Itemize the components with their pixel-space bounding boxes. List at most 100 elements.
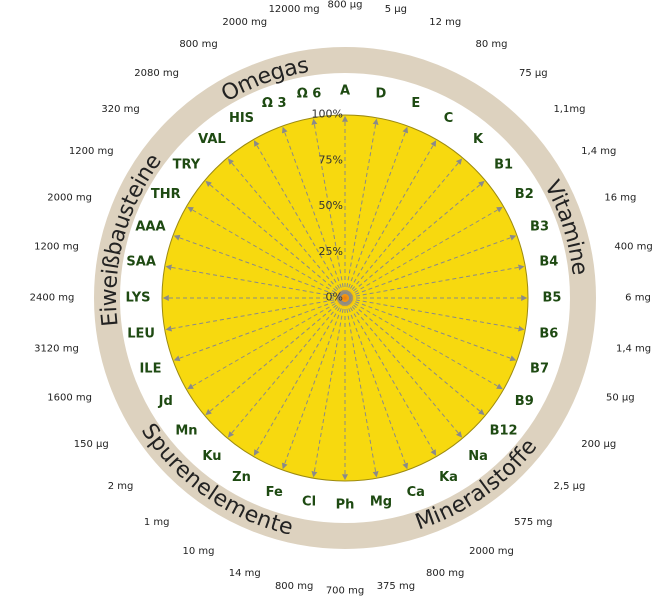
dose-label: 50 µg bbox=[606, 393, 635, 404]
axis-spoke bbox=[348, 298, 517, 362]
axis-spoke bbox=[348, 206, 503, 297]
dose-label: 400 mg bbox=[614, 242, 652, 253]
nutrient-label: HIS bbox=[229, 111, 254, 126]
dose-label: 80 mg bbox=[476, 39, 508, 50]
dose-label: 1200 mg bbox=[34, 242, 79, 253]
level-label: 75% bbox=[319, 153, 343, 166]
axis-spoke bbox=[205, 300, 343, 416]
dose-label: 2000 mg bbox=[47, 192, 92, 203]
axis-spoke bbox=[311, 301, 345, 478]
nutrient-label: B1 bbox=[494, 157, 513, 172]
dose-label: 14 mg bbox=[229, 568, 261, 579]
axis-spoke bbox=[187, 206, 342, 297]
dose-label: 2000 mg bbox=[469, 546, 514, 557]
nutrient-label: ILE bbox=[139, 361, 161, 376]
dose-label: 75 µg bbox=[519, 68, 548, 79]
axis-spoke bbox=[345, 301, 379, 478]
dose-label: 800 mg bbox=[179, 39, 217, 50]
axis-spoke bbox=[187, 299, 342, 390]
dose-label: 2080 mg bbox=[134, 68, 179, 79]
nutrient-label: D bbox=[376, 87, 387, 102]
dose-label: 1200 mg bbox=[69, 146, 114, 157]
dose-label: 6 mg bbox=[625, 293, 651, 304]
dose-label: 12 mg bbox=[429, 17, 461, 28]
level-label: 50% bbox=[319, 199, 343, 212]
dose-label: 150 µg bbox=[74, 439, 109, 450]
nutrient-label: Fe bbox=[266, 485, 283, 500]
dose-label: 575 mg bbox=[514, 517, 552, 528]
center-point bbox=[334, 287, 356, 309]
axis-spoke bbox=[227, 158, 343, 296]
nutrient-label: B12 bbox=[490, 424, 518, 439]
nutrient-label: A bbox=[340, 84, 350, 99]
dose-label: 700 mg bbox=[326, 586, 364, 597]
nutrient-label: Ω 6 bbox=[297, 87, 322, 102]
axis-spoke bbox=[253, 140, 344, 295]
outer-ring bbox=[94, 47, 596, 549]
axis-spoke bbox=[205, 180, 343, 296]
dose-label: 1 mg bbox=[144, 517, 170, 528]
nutrient-label: Ca bbox=[407, 485, 425, 500]
axis-spoke bbox=[345, 301, 409, 470]
nutrient-label: Jd bbox=[158, 394, 173, 409]
dose-label: 2 mg bbox=[108, 481, 134, 492]
nutrient-label: LEU bbox=[127, 326, 155, 341]
level-label: 100% bbox=[312, 108, 343, 121]
nutrient-label: Mn bbox=[175, 424, 197, 439]
nutrient-label: Ka bbox=[439, 470, 458, 485]
axis-spoke bbox=[345, 126, 409, 295]
level-label: 25% bbox=[319, 245, 343, 258]
dose-label: 1,4 mg bbox=[616, 343, 651, 354]
axis-spoke bbox=[345, 118, 379, 295]
nutrient-label: B7 bbox=[530, 361, 549, 376]
axis-spoke bbox=[173, 234, 342, 298]
axis-spoke bbox=[347, 300, 463, 438]
dose-label: 16 mg bbox=[604, 192, 636, 203]
dose-label: 800 mg bbox=[275, 581, 313, 592]
nutrient-label: B9 bbox=[515, 394, 534, 409]
dose-label: 200 µg bbox=[581, 439, 616, 450]
dose-label: 800 µg bbox=[328, 0, 363, 11]
dose-label: 1,4 mg bbox=[581, 146, 616, 157]
nutrient-label: C bbox=[444, 111, 454, 126]
axis-spoke bbox=[173, 298, 342, 362]
axis-spoke bbox=[281, 301, 345, 470]
dose-label: 3120 mg bbox=[34, 343, 79, 354]
nutrient-label: B2 bbox=[515, 187, 534, 202]
dose-label: 1,1mg bbox=[553, 104, 585, 115]
nutrient-label: B3 bbox=[530, 220, 549, 235]
nutrient-label: Mg bbox=[370, 494, 392, 509]
axis-spoke bbox=[348, 298, 525, 332]
nutrient-label: Zn bbox=[232, 470, 251, 485]
axis-spoke bbox=[281, 126, 345, 295]
dose-label: 2400 mg bbox=[30, 293, 75, 304]
dose-label: 1600 mg bbox=[47, 393, 92, 404]
dose-label: 800 mg bbox=[426, 568, 464, 579]
axis-spoke bbox=[165, 264, 342, 298]
axis-spoke bbox=[348, 234, 517, 298]
dose-label: 2000 mg bbox=[222, 17, 267, 28]
axis-spoke bbox=[347, 300, 485, 416]
nutrient-label: THR bbox=[151, 187, 181, 202]
dose-label: 320 mg bbox=[101, 104, 139, 115]
axis-spoke bbox=[346, 301, 437, 456]
axis-spoke bbox=[227, 300, 343, 438]
dose-label: 5 µg bbox=[385, 4, 407, 15]
dose-label: 375 mg bbox=[377, 581, 415, 592]
nutrient-label: B6 bbox=[539, 326, 558, 341]
nutrient-label: Cl bbox=[302, 494, 316, 509]
level-label: 0% bbox=[326, 291, 343, 304]
axis-spoke bbox=[253, 301, 344, 456]
nutrient-label: B4 bbox=[539, 255, 558, 270]
axis-spoke bbox=[348, 264, 525, 298]
axis-spoke bbox=[348, 299, 503, 390]
axis-spoke bbox=[165, 298, 342, 332]
axis-spoke bbox=[346, 140, 437, 295]
nutrient-label: Ph bbox=[336, 498, 355, 513]
axis-spoke bbox=[347, 158, 463, 296]
nutrient-label: B5 bbox=[543, 291, 562, 306]
nutrient-label: K bbox=[473, 132, 484, 147]
dose-label: 2,5 µg bbox=[554, 481, 586, 492]
axis-spoke bbox=[347, 180, 485, 296]
